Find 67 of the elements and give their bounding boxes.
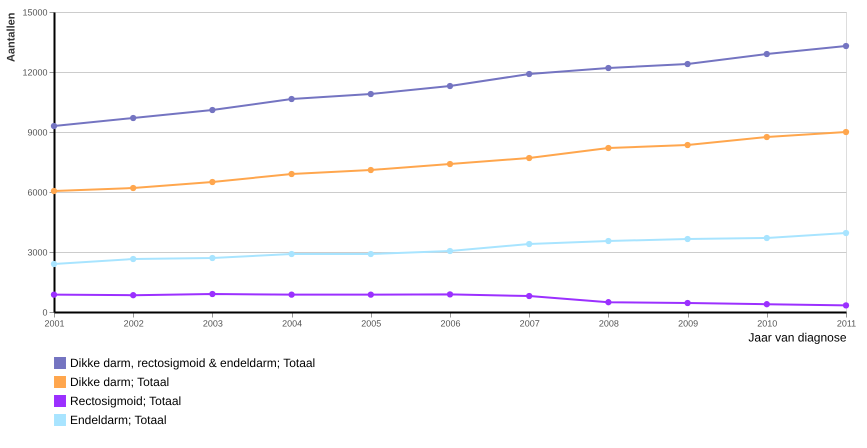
point: [526, 70, 532, 78]
legend-label: Dikke darm; Totaal: [70, 375, 170, 389]
point: [50, 188, 58, 194]
legend-label: Endeldarm; Totaal: [70, 413, 167, 427]
point: [684, 300, 691, 306]
point: [446, 291, 454, 298]
point: [209, 254, 216, 262]
point: [50, 260, 58, 268]
point: [288, 291, 295, 298]
point: [842, 42, 850, 50]
x-tick-label: 2001: [44, 318, 65, 328]
y-tick-label: 6000: [27, 188, 48, 198]
x-tick-label: 2007: [520, 318, 540, 328]
point: [842, 128, 850, 136]
point: [288, 170, 295, 178]
point: [446, 248, 454, 254]
y-tick-label: 9000: [27, 128, 48, 138]
point: [446, 160, 454, 168]
point: [209, 178, 216, 186]
point: [605, 64, 612, 72]
point: [684, 236, 691, 242]
x-tick-label: 2011: [836, 318, 856, 328]
point: [50, 122, 58, 130]
x-tick-label: 2004: [282, 318, 302, 328]
point: [368, 90, 374, 98]
point: [605, 299, 612, 306]
point: [209, 290, 216, 298]
point: [684, 142, 691, 148]
point: [764, 301, 770, 308]
x-tick-label: 2006: [440, 318, 461, 328]
legend-label: Rectosigmoid; Totaal: [70, 394, 182, 408]
x-tick-label: 2003: [202, 318, 223, 328]
x-tick-label: 2002: [124, 318, 144, 328]
y-tick-label: 15000: [22, 8, 48, 18]
point: [130, 114, 136, 122]
point: [842, 230, 850, 236]
point: [446, 82, 454, 90]
point: [50, 291, 58, 298]
point: [288, 96, 295, 102]
point: [764, 234, 770, 242]
x-tick-label: 2005: [361, 318, 382, 328]
y-tick-label: 3000: [27, 248, 48, 258]
point: [842, 302, 850, 309]
point: [605, 144, 612, 152]
point: [130, 256, 136, 262]
point: [526, 292, 532, 300]
point: [526, 154, 532, 162]
x-tick-label: 2010: [757, 318, 778, 328]
x-axis-title: Jaar van diagnose: [748, 330, 847, 344]
point: [368, 291, 374, 298]
y-tick-label: 12000: [22, 68, 48, 78]
y-axis-title: Aantallen: [5, 12, 18, 62]
legend-label: Dikke darm, rectosigmoid & endeldarm; Totaal: [70, 356, 316, 370]
point: [764, 50, 770, 58]
x-tick-label: 2009: [678, 318, 698, 328]
x-tick-label: 2008: [598, 318, 619, 328]
point: [764, 134, 770, 140]
point: [368, 250, 374, 258]
point: [368, 166, 374, 174]
y-tick-label: 0: [42, 308, 48, 318]
point: [684, 60, 691, 68]
point: [209, 106, 216, 114]
point: [130, 292, 136, 298]
point: [605, 238, 612, 244]
point: [130, 184, 136, 192]
point: [526, 240, 532, 248]
point: [288, 250, 295, 258]
